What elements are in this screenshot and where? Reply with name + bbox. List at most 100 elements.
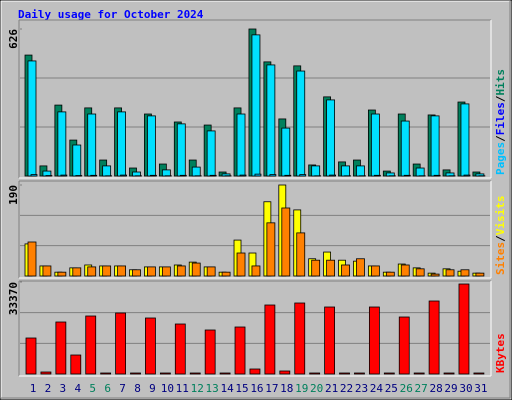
bar (70, 354, 82, 375)
bar (324, 306, 336, 375)
legend-separator: / (494, 95, 507, 102)
bar (130, 372, 141, 375)
bar (430, 115, 440, 177)
bar (179, 174, 187, 177)
bar (433, 174, 441, 177)
x-tick-label: 31 (474, 382, 487, 395)
bar (204, 329, 216, 375)
bar (147, 115, 156, 177)
bar (27, 241, 37, 277)
bar (339, 372, 350, 375)
panel (19, 281, 491, 376)
x-tick-label: 3 (60, 382, 67, 395)
bar (150, 174, 157, 177)
bar (72, 267, 82, 277)
x-tick-label: 12 (191, 382, 204, 395)
x-tick-label: 5 (89, 382, 96, 395)
bar (341, 165, 350, 177)
bar (294, 302, 306, 375)
bar (120, 174, 127, 177)
x-tick-label: 15 (235, 382, 248, 395)
legend-entry: Pages (494, 142, 507, 175)
bar (329, 174, 337, 177)
bar (147, 266, 156, 277)
bar (176, 123, 186, 177)
legend-separator: / (494, 135, 507, 142)
bar (266, 64, 276, 177)
bar (430, 273, 440, 277)
x-tick-label: 26 (400, 382, 413, 395)
bar (102, 165, 112, 177)
bar (117, 111, 126, 177)
bar (279, 370, 291, 375)
bar (100, 372, 112, 375)
bar (296, 70, 306, 177)
bar (117, 265, 126, 277)
bar (87, 113, 97, 177)
bar (266, 222, 276, 277)
x-tick-label: 9 (149, 382, 156, 395)
x-tick-label: 8 (134, 382, 141, 395)
bar (72, 144, 82, 177)
bar (385, 271, 395, 277)
x-tick-label: 14 (220, 382, 234, 395)
bar (60, 174, 68, 177)
bar (57, 271, 67, 277)
bar (206, 130, 216, 177)
x-tick-label: 10 (161, 382, 174, 395)
y-tick-label: 190 (7, 185, 20, 205)
x-tick-label: 2 (45, 382, 52, 395)
legend: Pages/Files/Hits (494, 69, 507, 175)
legend: Sites/Visits (494, 196, 507, 276)
x-tick-label: 17 (265, 382, 278, 395)
legend-entry: KBytes (494, 333, 507, 373)
bar (176, 265, 186, 277)
x-tick-label: 30 (459, 382, 472, 395)
x-tick-label: 27 (415, 382, 428, 395)
bar (356, 258, 365, 277)
bar (311, 259, 321, 277)
x-tick-label: 1 (30, 382, 37, 395)
bar (239, 174, 247, 177)
x-tick-label: 22 (340, 382, 353, 395)
x-tick-label: 4 (74, 382, 81, 395)
bar (368, 306, 380, 375)
bar (55, 321, 67, 375)
legend-entry: Visits (494, 196, 507, 236)
bar (383, 372, 395, 375)
bar (415, 167, 425, 177)
bar (57, 111, 67, 177)
y-tick-label: 33370 (7, 282, 20, 315)
bar (251, 34, 261, 177)
bar (189, 372, 201, 375)
bar (221, 271, 231, 277)
x-tick-label: 21 (325, 382, 338, 395)
x-tick-label: 19 (295, 382, 308, 395)
bar (269, 174, 277, 177)
bar (249, 368, 261, 375)
bar (206, 266, 216, 277)
bar (356, 165, 365, 177)
legend-entry: Sites (494, 242, 507, 275)
bar (209, 174, 217, 177)
bar (281, 207, 291, 277)
bar (398, 316, 410, 375)
bar (191, 262, 201, 277)
legend-entry: Files (494, 102, 507, 135)
bar (42, 265, 52, 277)
bar (30, 174, 38, 177)
bar (161, 266, 171, 277)
bar (473, 372, 485, 375)
bar (373, 174, 381, 177)
bar (234, 326, 246, 375)
bar (413, 372, 425, 375)
x-tick-label: 13 (206, 382, 219, 395)
bar (299, 174, 307, 177)
bar (191, 166, 201, 177)
x-tick-label: 11 (176, 382, 189, 395)
bar (370, 265, 380, 277)
bar (475, 272, 485, 277)
x-tick-label: 29 (444, 382, 457, 395)
y-tick-label: 626 (7, 29, 20, 49)
